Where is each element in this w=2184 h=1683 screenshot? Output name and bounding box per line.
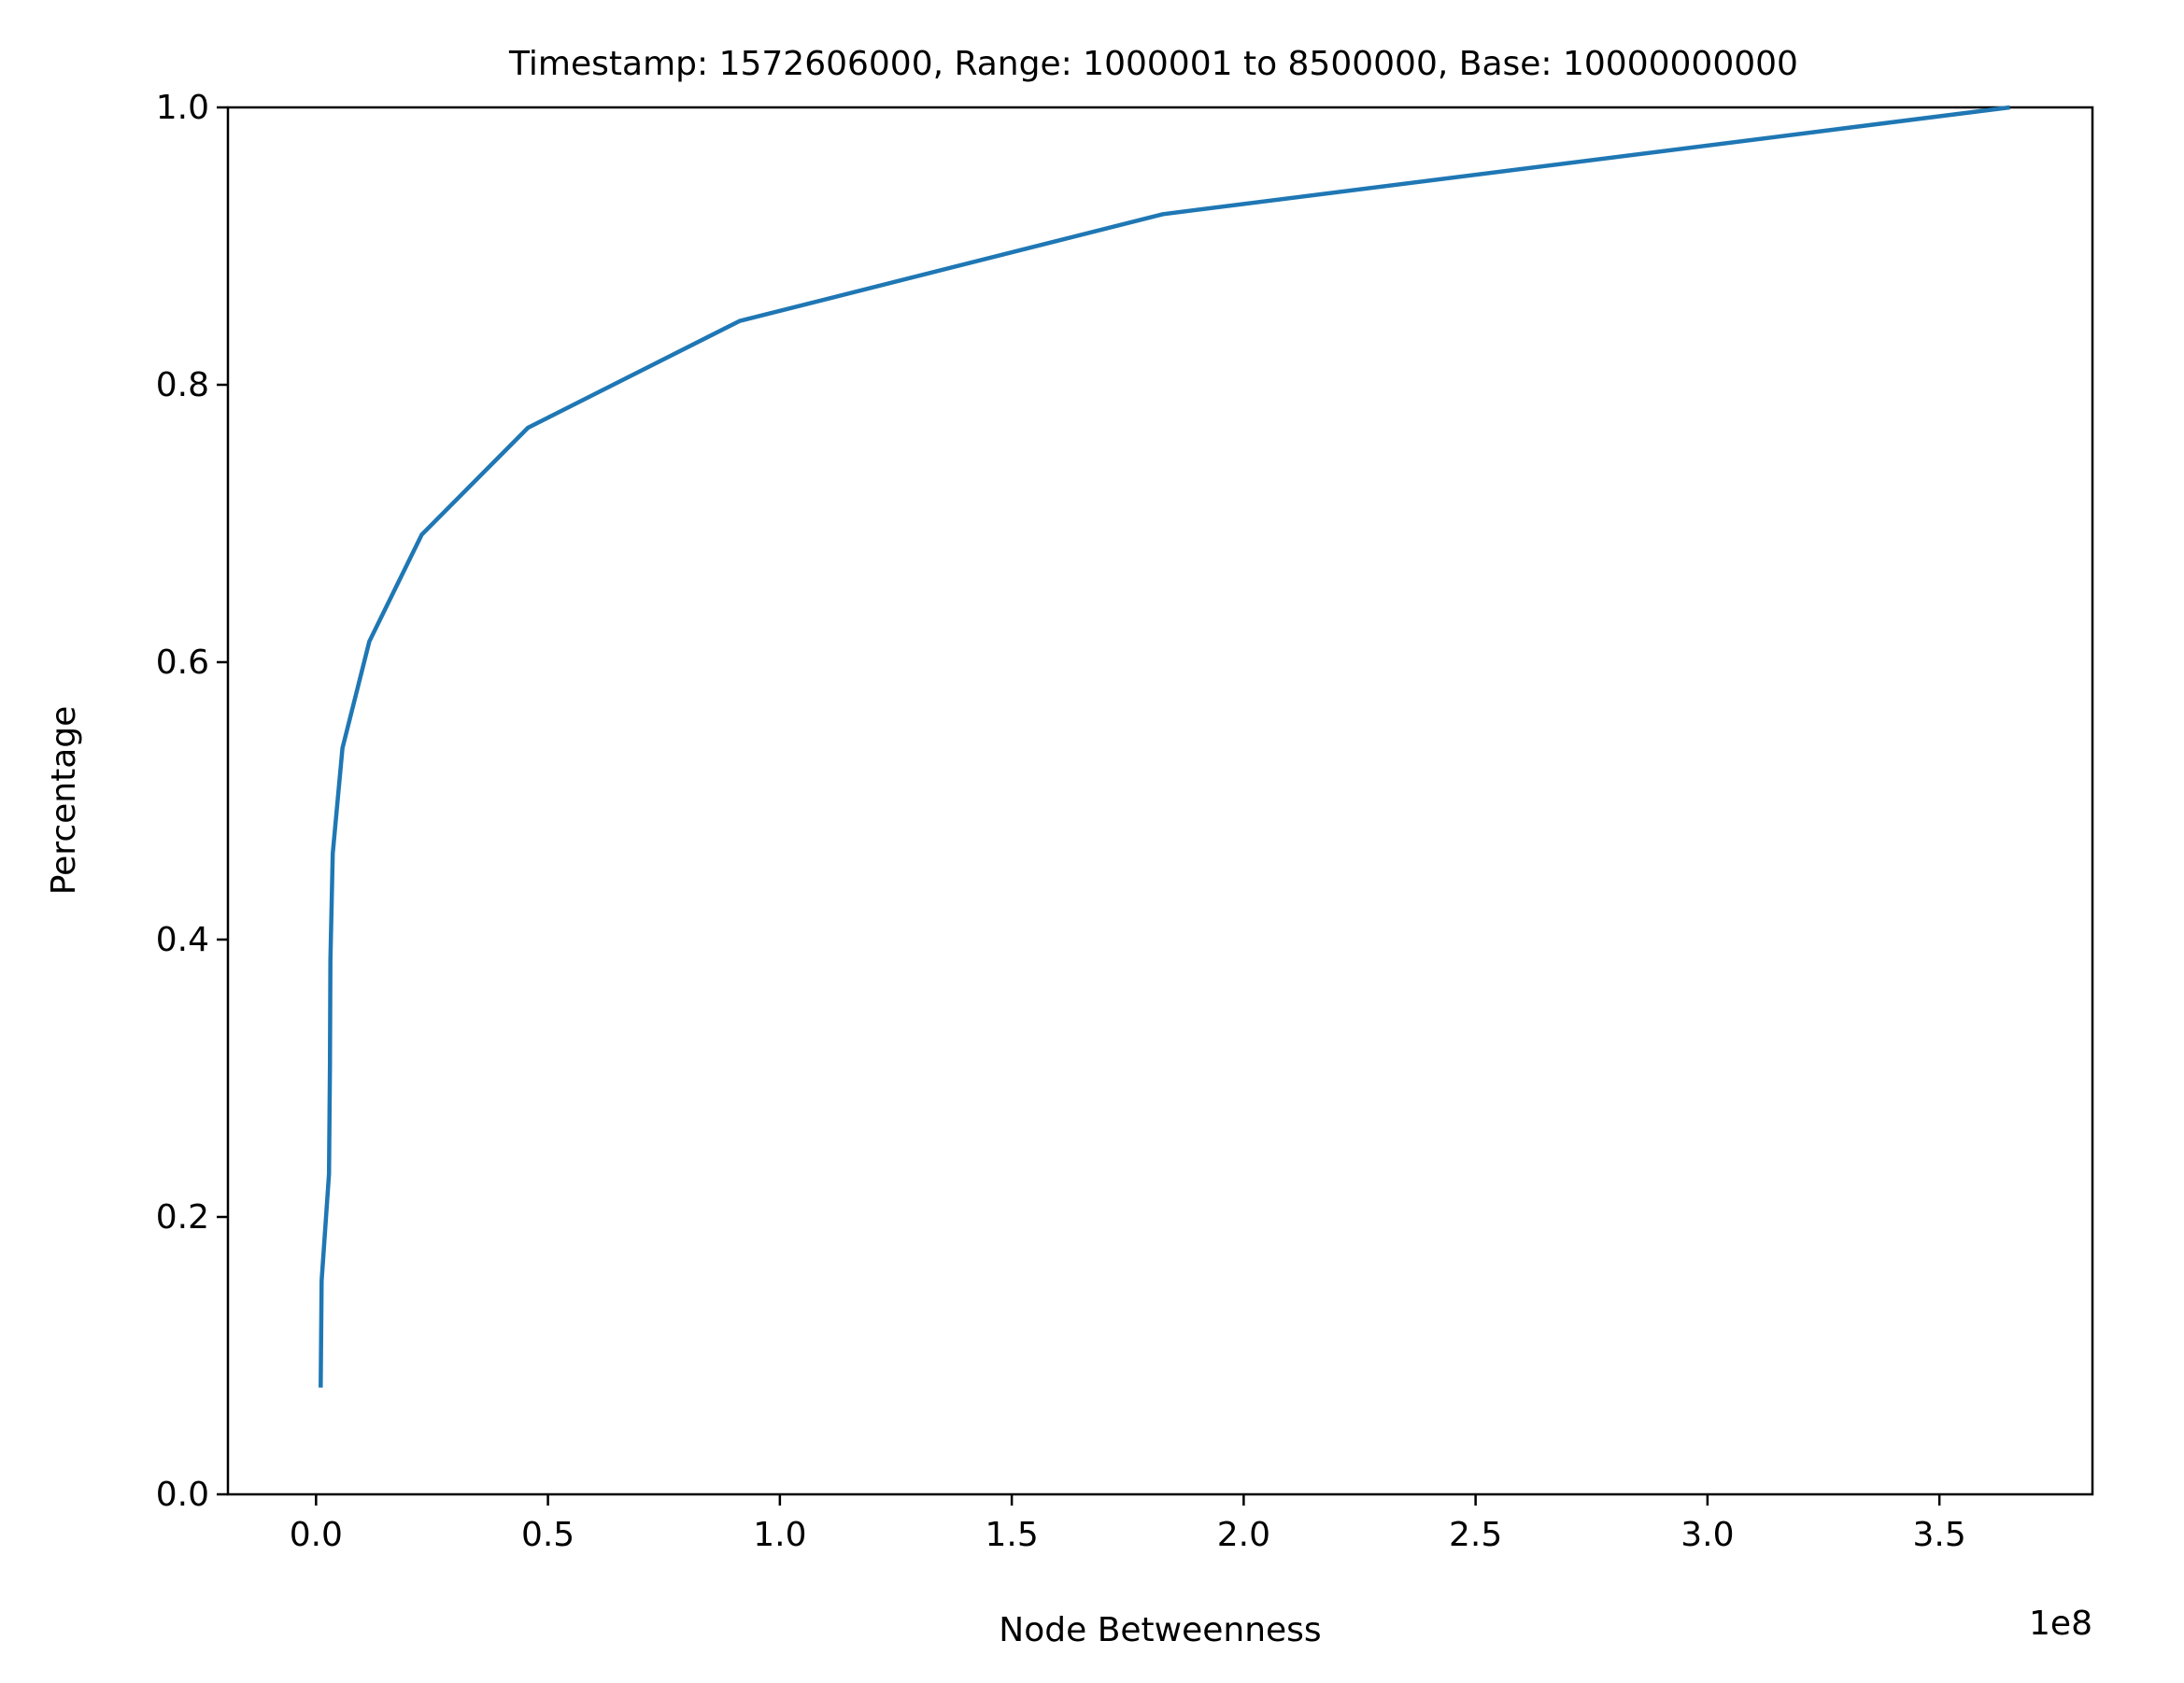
x-axis-ticks: 0.0 0.5 1.0 1.5 2.0 2.5 3.0 3.5	[290, 1494, 1966, 1554]
chart-title: Timestamp: 1572606000, Range: 1000001 to…	[508, 45, 1798, 83]
x-tick-label: 0.0	[290, 1516, 343, 1554]
y-tick-label: 0.4	[156, 921, 209, 959]
plot-area	[226, 105, 2094, 1496]
axes-frame	[226, 106, 2094, 1496]
y-tick-label: 1.0	[156, 89, 209, 127]
x-axis-offset-label: 1e8	[2029, 1605, 2092, 1643]
series-line-0	[319, 105, 2010, 1388]
y-axis-ticks: 0.0 0.2 0.4 0.6 0.8 1.0	[156, 89, 228, 1514]
x-tick-label: 3.0	[1681, 1516, 1734, 1554]
x-tick-label: 2.0	[1217, 1516, 1270, 1554]
x-tick-label: 3.5	[1913, 1516, 1966, 1554]
x-tick-label: 0.5	[521, 1516, 574, 1554]
y-tick-label: 0.2	[156, 1198, 209, 1237]
x-tick-label: 1.0	[753, 1516, 806, 1554]
x-tick-label: 1.5	[985, 1516, 1038, 1554]
y-tick-label: 0.6	[156, 644, 209, 682]
series-layer	[319, 105, 2010, 1388]
y-tick-label: 0.8	[156, 366, 209, 404]
y-axis-label: Percentage	[45, 706, 83, 896]
x-axis-label: Node Betweenness	[999, 1611, 1321, 1649]
y-tick-label: 0.0	[156, 1476, 209, 1514]
x-tick-label: 2.5	[1449, 1516, 1502, 1554]
